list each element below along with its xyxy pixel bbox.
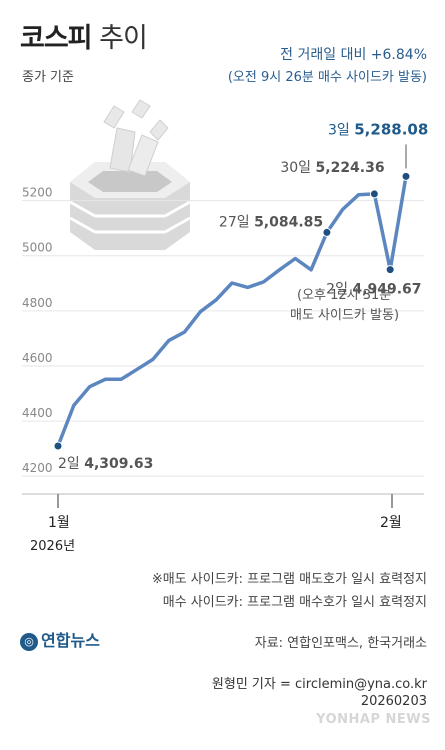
x-axis (22, 493, 424, 508)
data-label-day: 2일 (58, 456, 84, 472)
page-title: 코스피 추이 (20, 16, 148, 55)
marker-point-17 (322, 227, 332, 237)
publish-date: 20260203 (360, 694, 427, 709)
data-label-day: 3일 (328, 122, 354, 138)
yonhap-logo-icon: ◎ (20, 633, 38, 651)
box-illustration-icon (69, 99, 191, 250)
kospi-series-line (56, 174, 408, 448)
data-label-0: 2일 4,309.63 (58, 456, 153, 472)
note-buy-sidecar: 매수 사이드카: 프로그램 매수호가 일시 효력정지 (162, 595, 427, 610)
title-bold: 코스피 (20, 23, 93, 54)
y-tick-4600: 4600 (22, 351, 53, 365)
data-labels: 2일 4,309.63 27일 5,084.85 30일 5,224.36 2일 4,… (58, 120, 428, 472)
data-label-value: 4,949.67 (352, 282, 421, 298)
data-label-20: 30일 5,224.36 (280, 160, 384, 176)
highlight-sidecar-note: (오전 9시 26분 매수 사이드카 발동) (227, 70, 427, 85)
data-markers (53, 171, 411, 451)
source-credit: 자료: 연합인포맥스, 한국거래소 (254, 636, 427, 651)
data-label-day: 30일 (280, 160, 315, 176)
highlight-change: 전 거래일 대비 +6.84% (280, 47, 427, 63)
yonhap-logo: ◎ 연합뉴스 (20, 627, 100, 651)
note-sell-sidecar: ※매도 사이드카: 프로그램 매도호가 일시 효력정지 (151, 572, 427, 587)
data-label-value: 5,288.08 (354, 120, 428, 138)
subtitle: 종가 기준 (22, 70, 74, 85)
data-label-22: 3일 5,288.08 (328, 120, 428, 138)
gridlines (22, 200, 424, 477)
y-tick-5200: 5200 (22, 186, 53, 200)
data-label-day: 27일 (219, 214, 254, 230)
x-tick-label-feb: 2월 (380, 515, 402, 531)
marker-point-0 (53, 441, 63, 451)
marker-point-22 (401, 171, 411, 181)
title-light: 추이 (99, 23, 148, 54)
data-label-21: 2일 4,949.67 (326, 282, 421, 298)
y-tick-4200: 4200 (22, 461, 53, 475)
y-tick-5000: 5000 (22, 241, 53, 255)
logo-text: 연합뉴스 (41, 631, 100, 650)
sell-sidecar-annotation-line1: (오후 12시 31분 (297, 288, 392, 303)
y-axis-ticks: 4200 4400 4600 4800 5000 5200 (22, 186, 53, 476)
watermark: YONHAP NEWS (316, 712, 431, 727)
data-label-17: 27일 5,084.85 (219, 214, 323, 230)
data-label-day: 2일 (326, 282, 352, 298)
y-tick-4800: 4800 (22, 296, 53, 310)
data-label-value: 5,224.36 (316, 160, 385, 176)
marker-point-20 (369, 189, 379, 199)
data-label-value: 4,309.63 (84, 456, 153, 472)
x-tick-year-label: 2026년 (30, 539, 76, 554)
reporter-credit: 원형민 기자 = circlemin@yna.co.kr (211, 677, 427, 692)
data-label-value: 5,084.85 (254, 214, 323, 230)
x-tick-label-jan: 1월 (48, 515, 70, 531)
sell-sidecar-annotation-line2: 매도 사이드카 발동) (290, 308, 400, 323)
y-tick-4400: 4400 (22, 406, 53, 420)
marker-point-21 (385, 265, 395, 275)
